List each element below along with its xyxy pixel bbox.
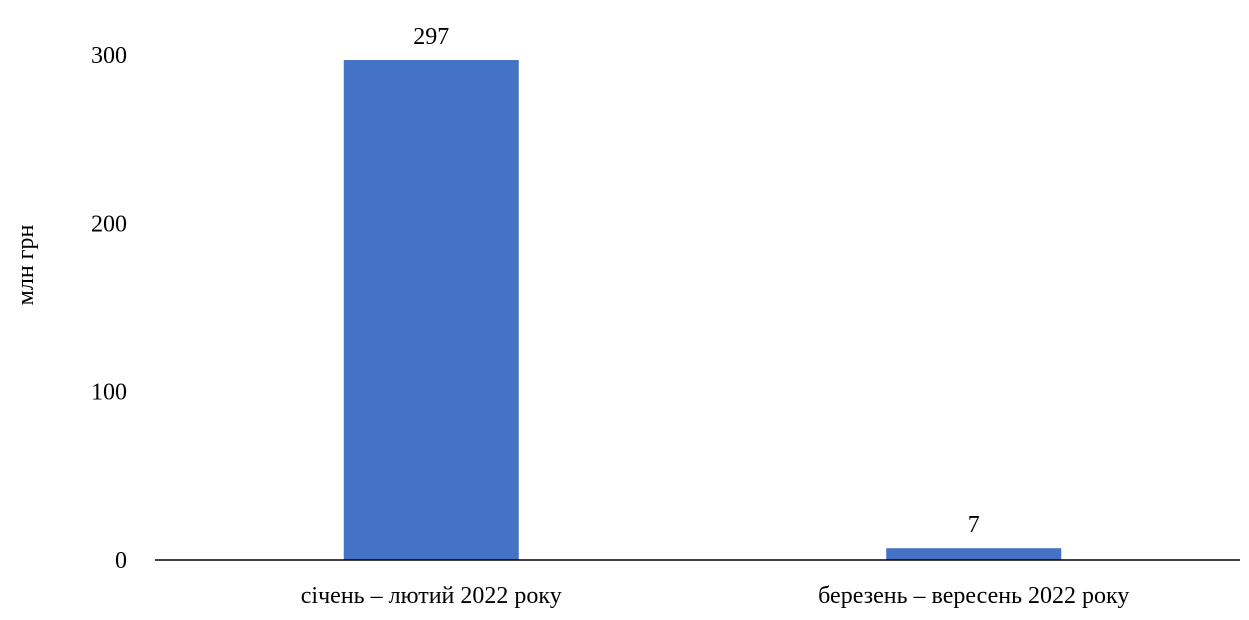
- bar: [886, 548, 1062, 560]
- y-tick-label: 200: [91, 211, 127, 237]
- data-label: 297: [413, 24, 449, 50]
- y-tick-label: 0: [115, 548, 127, 574]
- category-label: березень – вересень 2022 року: [818, 583, 1129, 609]
- bar: [343, 60, 519, 561]
- category-labels: січень – лютий 2022 року березень – верес…: [301, 583, 1130, 609]
- category-label: січень – лютий 2022 року: [301, 583, 562, 609]
- y-axis-ticks: 0 100 200 300: [91, 43, 127, 574]
- data-label: 7: [968, 512, 980, 538]
- bars: [343, 60, 1062, 561]
- data-labels: 297 7: [413, 24, 980, 538]
- y-axis-title: млн грн: [13, 225, 39, 306]
- y-tick-label: 300: [91, 43, 127, 69]
- y-tick-label: 100: [91, 380, 127, 406]
